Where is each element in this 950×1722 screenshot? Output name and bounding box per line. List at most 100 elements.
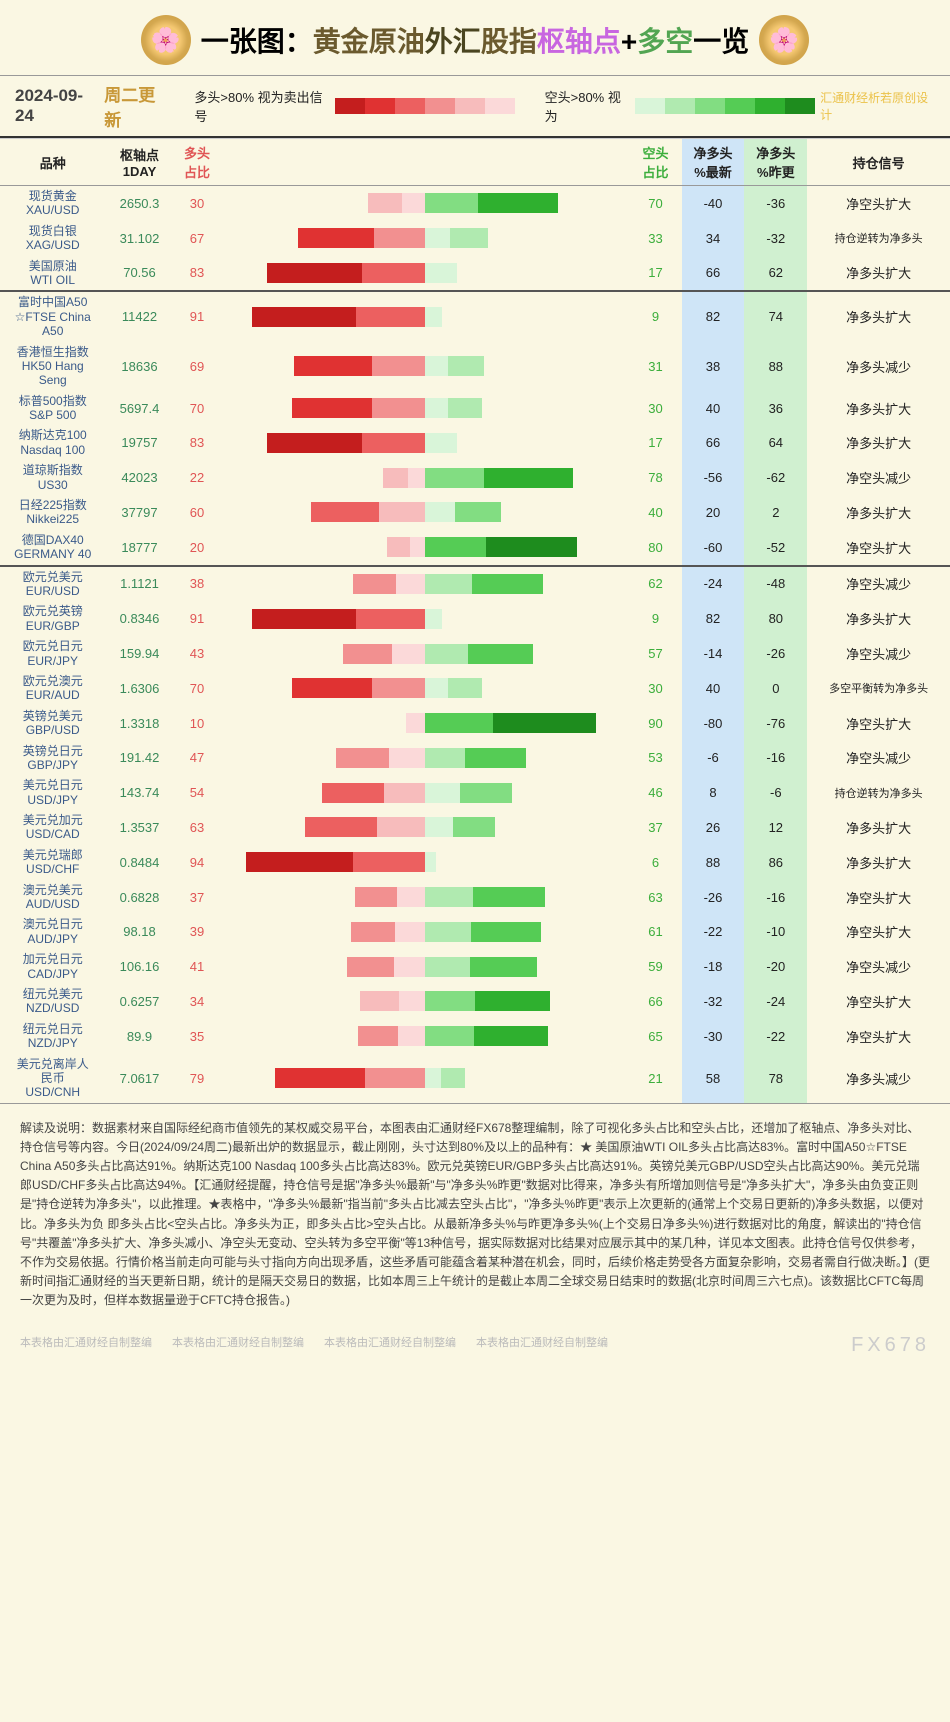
cell-long: 35 [174,1019,221,1054]
table-row: 现货黄金 XAU/USD2650.33070-40-36净空头扩大 [0,186,950,221]
table-row: 欧元兑英镑 EUR/GBP0.83469198280净多头扩大 [0,601,950,636]
cell-signal: 持仓逆转为净多头 [807,221,950,256]
cell-short: 30 [629,671,681,706]
cell-signal: 净空头扩大 [807,984,950,1019]
cell-pivot: 159.94 [105,636,173,671]
cell-name: 英镑兑美元 GBP/USD [0,706,105,741]
cell-long: 83 [174,425,221,460]
cell-net-latest: 40 [682,391,745,426]
cell-net-latest: 8 [682,775,745,810]
col-short: 空头 占比 [629,139,681,186]
cell-bar [220,1054,629,1103]
cell-net-prev: -16 [744,741,807,776]
cell-long: 43 [174,636,221,671]
cell-name: 纽元兑美元 NZD/USD [0,984,105,1019]
cell-signal: 净空头减少 [807,741,950,776]
cell-signal: 净多头扩大 [807,810,950,845]
cell-pivot: 70.56 [105,256,173,292]
cell-pivot: 31.102 [105,221,173,256]
cell-pivot: 18636 [105,342,173,391]
cell-net-latest: -6 [682,741,745,776]
cell-net-prev: 78 [744,1054,807,1103]
cell-long: 20 [174,530,221,566]
cell-short: 57 [629,636,681,671]
cell-signal: 净空头扩大 [807,880,950,915]
cell-long: 70 [174,391,221,426]
cell-name: 香港恒生指数 HK50 Hang Seng [0,342,105,391]
cell-pivot: 106.16 [105,949,173,984]
cell-pivot: 5697.4 [105,391,173,426]
medal-icon-right: 🌸 [759,15,809,65]
cell-pivot: 0.6828 [105,880,173,915]
table-row: 欧元兑日元 EUR/JPY159.944357-14-26净空头减少 [0,636,950,671]
cell-net-latest: -14 [682,636,745,671]
table-row: 现货白银 XAG/USD31.102673334-32持仓逆转为净多头 [0,221,950,256]
cell-pivot: 98.18 [105,914,173,949]
cell-net-latest: 66 [682,256,745,292]
cell-net-prev: 36 [744,391,807,426]
cell-signal: 净空头减少 [807,949,950,984]
cell-pivot: 0.6257 [105,984,173,1019]
cell-bar [220,671,629,706]
cell-signal: 净空头减少 [807,460,950,495]
cell-net-latest: 34 [682,221,745,256]
cell-signal: 净多头扩大 [807,495,950,530]
cell-bar [220,741,629,776]
cell-long: 22 [174,460,221,495]
table-row: 澳元兑美元 AUD/USD0.68283763-26-16净空头扩大 [0,880,950,915]
cell-net-latest: 20 [682,495,745,530]
data-table: 品种 枢轴点 1DAY 多头 占比 空头 占比 净多头 %最新 净多头 %昨更 … [0,138,950,1103]
cell-short: 30 [629,391,681,426]
table-row: 美国原油 WTI OIL70.5683176662净多头扩大 [0,256,950,292]
cell-net-latest: -26 [682,880,745,915]
table-row: 美元兑加元 USD/CAD1.353763372612净多头扩大 [0,810,950,845]
cell-bar [220,1019,629,1054]
cell-signal: 净多头减少 [807,342,950,391]
cell-net-latest: -56 [682,460,745,495]
cell-name: 纳斯达克100 Nasdaq 100 [0,425,105,460]
cell-net-prev: -20 [744,949,807,984]
cell-signal: 净空头扩大 [807,706,950,741]
cell-short: 9 [629,291,681,341]
cell-long: 47 [174,741,221,776]
cell-name: 标普500指数 S&P 500 [0,391,105,426]
cell-name: 道琼斯指数 US30 [0,460,105,495]
header: 🌸 一张图：黄金原油外汇股指枢轴点+多空一览 🌸 [0,0,950,75]
cell-signal: 净空头扩大 [807,186,950,221]
cell-signal: 净空头扩大 [807,914,950,949]
cell-signal: 多空平衡转为净多头 [807,671,950,706]
cell-pivot: 191.42 [105,741,173,776]
cell-pivot: 2650.3 [105,186,173,221]
cell-name: 美元兑离岸人 民币 USD/CNH [0,1054,105,1103]
cell-net-latest: -22 [682,914,745,949]
table-row: 英镑兑日元 GBP/JPY191.424753-6-16净空头减少 [0,741,950,776]
main-title: 一张图：黄金原油外汇股指枢轴点+多空一览 [201,20,749,60]
cell-net-latest: 38 [682,342,745,391]
table-row: 德国DAX40 GERMANY 40187772080-60-52净空头扩大 [0,530,950,566]
cell-short: 53 [629,741,681,776]
table-row: 道琼斯指数 US30420232278-56-62净空头减少 [0,460,950,495]
green-gradient-legend [635,98,815,114]
table-row: 美元兑日元 USD/JPY143.7454468-6持仓逆转为净多头 [0,775,950,810]
cell-short: 78 [629,460,681,495]
cell-name: 欧元兑澳元 EUR/AUD [0,671,105,706]
cell-bar [220,460,629,495]
cell-short: 70 [629,186,681,221]
cell-bar [220,221,629,256]
legend-long-text: 多头>80% 视为卖出信号 [194,87,329,125]
cell-signal: 净空头扩大 [807,1019,950,1054]
cell-bar [220,775,629,810]
cell-net-prev: 74 [744,291,807,341]
col-net1: 净多头 %最新 [682,139,745,186]
cell-net-prev: -26 [744,636,807,671]
cell-short: 33 [629,221,681,256]
footer-wm-4: 本表格由汇通财经自制整编 [476,1334,608,1357]
cell-name: 澳元兑美元 AUD/USD [0,880,105,915]
cell-signal: 净多头减少 [807,1054,950,1103]
cell-name: 日经225指数 Nikkei225 [0,495,105,530]
cell-net-latest: -32 [682,984,745,1019]
cell-net-latest: 82 [682,601,745,636]
cell-net-latest: -60 [682,530,745,566]
cell-long: 91 [174,601,221,636]
col-pivot: 枢轴点 1DAY [105,139,173,186]
